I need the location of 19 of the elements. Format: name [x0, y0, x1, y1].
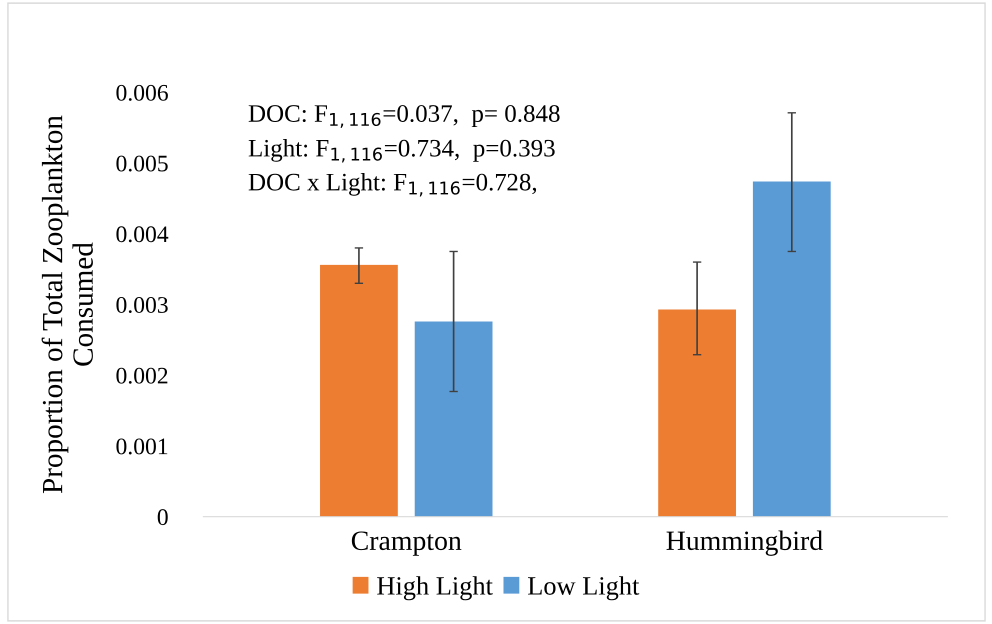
legend-label: High Light — [377, 576, 493, 600]
legend-label: Low Light — [528, 576, 640, 600]
bar — [414, 321, 493, 517]
x-tick-label: Crampton — [352, 531, 462, 556]
bar — [752, 181, 831, 517]
y-axis-title: Proportion of Total Zooplankton Consumed — [42, 115, 93, 494]
annotation: Light: F$_{1,116}$=0.734, p=0.393 — [248, 139, 555, 163]
y-tick-label: 0.005 — [116, 156, 168, 172]
bar — [320, 264, 398, 517]
x-tick-label: Hummingbird — [666, 530, 823, 556]
y-tick-label: 0.006 — [116, 84, 168, 101]
y-tick-label: 0.003 — [116, 297, 168, 314]
y-tick-label: 0.004 — [116, 226, 168, 242]
y-tick-label: 0.002 — [116, 368, 168, 384]
annotation: DOC: F$_{1,116}$=0.037, p= 0.848 — [248, 105, 560, 128]
y-tick-label: 0 — [158, 509, 168, 526]
annotation: DOC x Light: F$_{1,116}$=0.728, — [248, 172, 536, 196]
bar — [658, 309, 736, 517]
y-tick-label: 0.001 — [116, 438, 168, 454]
